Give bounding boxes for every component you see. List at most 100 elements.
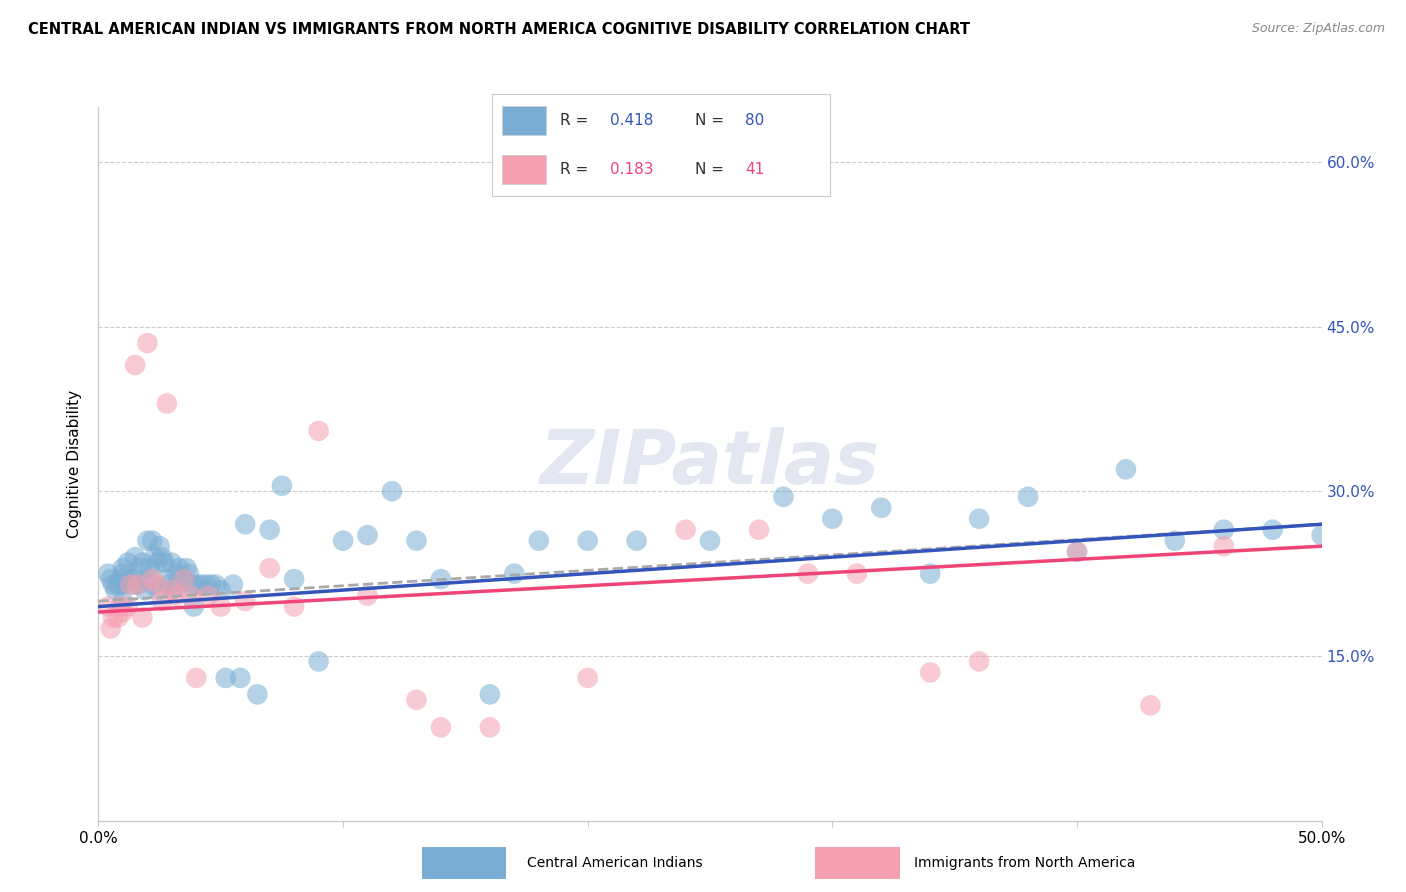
Bar [502,155,546,184]
Point [153,556,176,570]
Point [1066,544,1088,558]
Point [222,577,245,591]
Point [283,599,305,614]
Point [190,577,212,591]
Point [1115,462,1137,476]
Point [1212,539,1234,553]
Point [478,720,501,734]
Point [1139,698,1161,713]
Point [186,671,208,685]
Y-axis label: Cognitive Disability: Cognitive Disability [67,390,83,538]
Point [214,671,236,685]
Text: R =: R = [560,112,593,128]
Point [141,572,163,586]
Point [576,533,599,548]
Point [111,577,134,591]
Point [166,566,188,581]
Point [97,599,120,614]
Point [845,566,868,581]
Point [124,550,146,565]
Point [1066,544,1088,558]
Bar [502,106,546,135]
Point [1261,523,1284,537]
Point [626,533,648,548]
Point [405,693,427,707]
Point [576,671,599,685]
Point [111,561,134,575]
Point [111,594,134,608]
Text: 41: 41 [745,162,765,178]
Point [675,523,697,537]
Point [209,599,232,614]
Point [136,533,159,548]
Point [332,533,354,548]
Text: 80: 80 [745,112,765,128]
Text: 0.183: 0.183 [610,162,654,178]
Point [111,605,134,619]
Text: 0.418: 0.418 [610,112,654,128]
Point [205,577,228,591]
Point [821,512,844,526]
Point [478,687,501,701]
Point [141,533,163,548]
Point [117,556,139,570]
Point [233,517,256,532]
Point [527,533,550,548]
Point [186,577,208,591]
Point [121,577,143,591]
Text: ZIPatlas: ZIPatlas [540,427,880,500]
Point [131,556,153,570]
Point [107,577,129,591]
Text: N =: N = [695,112,728,128]
Text: Source: ZipAtlas.com: Source: ZipAtlas.com [1251,22,1385,36]
Point [120,572,142,586]
Point [156,572,179,586]
Point [920,665,942,680]
Point [97,566,120,581]
Point [124,572,146,586]
Point [967,655,990,669]
Point [283,572,305,586]
Point [503,566,526,581]
Point [176,561,198,575]
Text: CENTRAL AMERICAN INDIAN VS IMMIGRANTS FROM NORTH AMERICA COGNITIVE DISABILITY CO: CENTRAL AMERICAN INDIAN VS IMMIGRANTS FR… [28,22,970,37]
Point [146,577,169,591]
Point [180,577,202,591]
Point [160,556,183,570]
Point [139,561,162,575]
Point [772,490,794,504]
Point [229,671,252,685]
Point [180,589,202,603]
Point [100,572,122,586]
Point [160,583,183,598]
Point [143,550,166,565]
Point [167,561,190,575]
Point [430,720,453,734]
Point [136,572,159,586]
Point [967,512,990,526]
Point [209,583,232,598]
Point [134,583,156,598]
Point [129,561,152,575]
Point [173,572,195,586]
Point [200,577,222,591]
Point [157,577,180,591]
Point [356,589,378,603]
Point [101,577,124,591]
Point [111,566,134,581]
Text: R =: R = [560,162,593,178]
Point [107,610,129,624]
Point [797,566,820,581]
Point [146,556,169,570]
Point [177,566,200,581]
Point [110,599,132,614]
Point [270,479,294,493]
Point [308,655,330,669]
Point [127,577,149,591]
Point [149,539,172,553]
Point [920,566,942,581]
Point [870,500,893,515]
Point [117,599,139,614]
Point [233,594,256,608]
Point [100,622,122,636]
